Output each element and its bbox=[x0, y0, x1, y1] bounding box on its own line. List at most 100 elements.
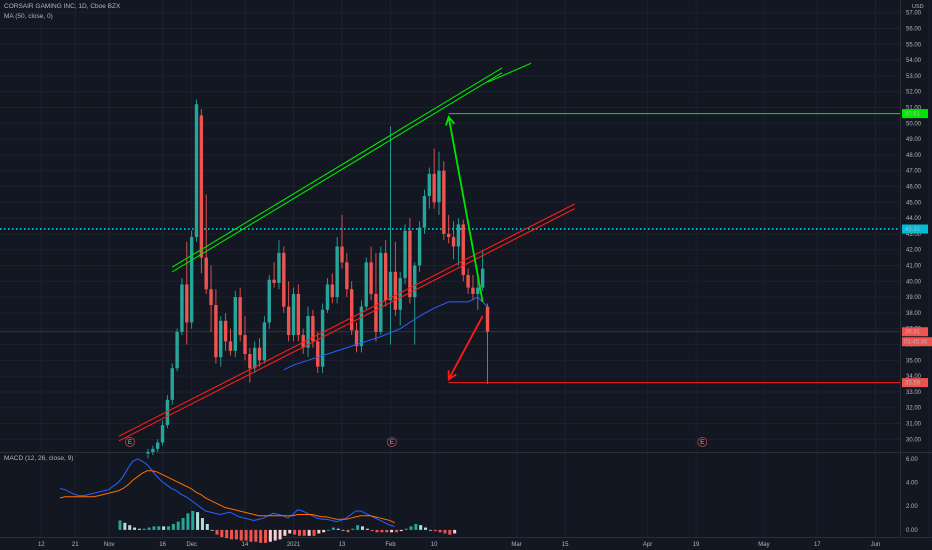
macd-histogram-bar bbox=[200, 518, 204, 530]
macd-histogram-bar bbox=[438, 529, 442, 533]
macd-line bbox=[59, 458, 395, 527]
price-tick-label: 42.00 bbox=[906, 248, 922, 254]
candle-body bbox=[146, 452, 150, 454]
candle-body bbox=[451, 237, 456, 247]
macd-histogram-bar bbox=[234, 529, 238, 540]
price-label-text: 33.59 bbox=[905, 381, 921, 387]
macd-histogram-bar bbox=[210, 529, 214, 531]
macd-histogram-bar bbox=[123, 522, 127, 530]
macd-histogram-bar bbox=[448, 529, 452, 535]
countdown-badge bbox=[902, 337, 932, 347]
price-label-badge bbox=[902, 378, 928, 388]
macd-histogram-bar bbox=[239, 529, 243, 541]
price-tick-label: 49.00 bbox=[906, 137, 922, 143]
candle-body bbox=[485, 306, 490, 332]
candle-body bbox=[209, 289, 213, 306]
candle-body bbox=[383, 252, 388, 301]
green-channel-line bbox=[171, 72, 503, 273]
price-tick-label: 40.00 bbox=[906, 279, 922, 285]
candle-body bbox=[437, 170, 441, 203]
price-label-badge bbox=[902, 109, 928, 119]
macd-histogram-bar bbox=[322, 529, 326, 533]
macd-histogram-bar bbox=[171, 523, 175, 530]
signal-line bbox=[59, 470, 395, 524]
macd-histogram-bar bbox=[346, 529, 350, 533]
candle-body bbox=[296, 293, 301, 336]
candle-body bbox=[374, 293, 378, 332]
macd-histogram-bar bbox=[205, 523, 209, 530]
macd-histogram-bar bbox=[147, 527, 151, 530]
price-label-text: 36.81 bbox=[905, 330, 921, 336]
macd-histogram-bar bbox=[128, 525, 132, 530]
candle-body bbox=[447, 233, 451, 238]
candle-body bbox=[393, 271, 398, 310]
red-channel-line bbox=[118, 208, 576, 442]
candle-body bbox=[291, 293, 296, 336]
price-tick-label: 30.00 bbox=[906, 437, 922, 443]
macd-histogram-bar bbox=[365, 528, 369, 530]
price-tick-label: 55.00 bbox=[906, 42, 922, 48]
candle-body bbox=[456, 224, 461, 247]
macd-histogram-bar bbox=[312, 529, 316, 536]
macd-histogram-bar bbox=[404, 528, 408, 530]
date-tick-label: 19 bbox=[693, 542, 700, 548]
candle-body bbox=[233, 297, 237, 351]
date-tick-label: Nov bbox=[104, 542, 115, 548]
earnings-marker bbox=[697, 437, 708, 447]
date-tick-label: Feb bbox=[385, 542, 396, 548]
macd-histogram-bar bbox=[288, 529, 292, 534]
macd-histogram-bar bbox=[443, 529, 447, 534]
macd-legend: MACD (12, 26, close, 9) bbox=[4, 455, 74, 462]
candle-body bbox=[262, 322, 267, 361]
macd-histogram-bar bbox=[196, 512, 200, 530]
macd-histogram-bar bbox=[133, 527, 137, 530]
macd-histogram-bar bbox=[375, 529, 379, 533]
candle-body bbox=[214, 305, 218, 358]
candle-body bbox=[238, 297, 242, 336]
date-tick-label: Jun bbox=[871, 542, 881, 548]
date-tick-label: 15 bbox=[562, 542, 569, 548]
candle-body bbox=[364, 262, 368, 307]
price-tick-label: 51.00 bbox=[906, 105, 922, 111]
macd-histogram-bar bbox=[336, 528, 340, 530]
candle-body bbox=[248, 354, 252, 369]
ma-legend: MA (50, close, 0) bbox=[4, 13, 53, 20]
candle-body bbox=[442, 170, 446, 234]
candle-body bbox=[471, 287, 475, 294]
candle-body bbox=[417, 227, 422, 266]
red-arrow bbox=[447, 315, 484, 380]
earnings-marker bbox=[125, 437, 135, 447]
candle-body bbox=[461, 224, 465, 275]
candle-body bbox=[272, 279, 276, 283]
ma50-line bbox=[283, 296, 488, 371]
price-tick-label: 35.00 bbox=[906, 358, 922, 364]
green-channel-line bbox=[487, 62, 532, 83]
macd-tick-label: 4.00 bbox=[906, 481, 918, 487]
macd-histogram-bar bbox=[385, 529, 389, 533]
macd-histogram-bar bbox=[191, 510, 195, 530]
green-arrow bbox=[447, 116, 484, 303]
macd-histogram-bar bbox=[331, 527, 335, 530]
macd-histogram-bar bbox=[293, 529, 297, 535]
candle-body bbox=[398, 278, 402, 310]
macd-histogram-bar bbox=[230, 529, 234, 540]
date-tick-label: 14 bbox=[242, 542, 249, 548]
macd-histogram-bar bbox=[380, 529, 384, 533]
earnings-marker bbox=[386, 437, 397, 447]
candle-body bbox=[267, 279, 271, 323]
macd-histogram-bar bbox=[137, 528, 141, 530]
price-tick-label: 41.00 bbox=[906, 264, 922, 270]
candle-body bbox=[325, 284, 330, 310]
candle-body bbox=[311, 316, 315, 342]
candle-body bbox=[354, 330, 359, 347]
price-tick-label: 53.00 bbox=[906, 74, 922, 80]
candle-body bbox=[359, 306, 364, 347]
macd-histogram-bar bbox=[244, 529, 248, 541]
macd-histogram-bar bbox=[414, 523, 418, 530]
price-tick-label: 52.00 bbox=[906, 90, 922, 96]
candle-body bbox=[286, 306, 291, 336]
green-channel-line bbox=[171, 67, 503, 268]
macd-histogram-bar bbox=[356, 525, 360, 530]
candle-body bbox=[219, 320, 223, 358]
